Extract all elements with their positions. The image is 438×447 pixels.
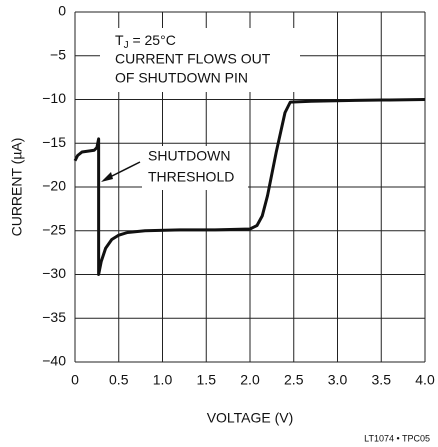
x-tick-label: 1.5 [197, 372, 217, 388]
x-tick-label: 1.0 [153, 372, 173, 388]
x-tick-label: 2.5 [284, 372, 304, 388]
y-tick-label: −15 [42, 134, 66, 150]
x-axis-label: VOLTAGE (V) [207, 410, 294, 426]
y-tick-label: −40 [42, 353, 66, 369]
lines [73, 98, 426, 276]
annotation-tj: TJ = 25°C [115, 32, 176, 51]
y-tick-label: −30 [42, 265, 66, 281]
y-tick-label: 0 [58, 3, 66, 19]
y-tick-label: −5 [50, 46, 66, 62]
annotation-text: SHUTDOWN [148, 148, 230, 164]
y-tick-label: −10 [42, 90, 66, 106]
y-axis-label: CURRENT (µA) [9, 138, 25, 237]
x-tick-label: 0 [71, 372, 79, 388]
y-tick-label: −35 [42, 309, 66, 325]
annotation-text: J [124, 40, 129, 51]
x-tick-label: 3.5 [372, 372, 392, 388]
y-tick-label: −20 [42, 178, 66, 194]
annotation-text: T [115, 32, 124, 48]
y-tick-label: −25 [42, 221, 66, 237]
annotation-text: CURRENT FLOWS OUT [115, 51, 271, 67]
x-tick-label: 2.0 [240, 372, 260, 388]
annotation-text: = 25°C [129, 32, 176, 48]
x-tick-label: 4.0 [415, 372, 435, 388]
annotation-bg [100, 28, 300, 92]
x-tick-label: 3.0 [328, 372, 348, 388]
annotation-text: OF SHUTDOWN PIN [115, 70, 248, 86]
arrow-head [101, 172, 113, 182]
annotation-bg [142, 146, 248, 190]
footer: LT1074 • TPC05 [364, 433, 430, 443]
data-line [73, 98, 426, 276]
annotation-text: THRESHOLD [148, 169, 234, 185]
x-tick-label: 0.5 [109, 372, 129, 388]
